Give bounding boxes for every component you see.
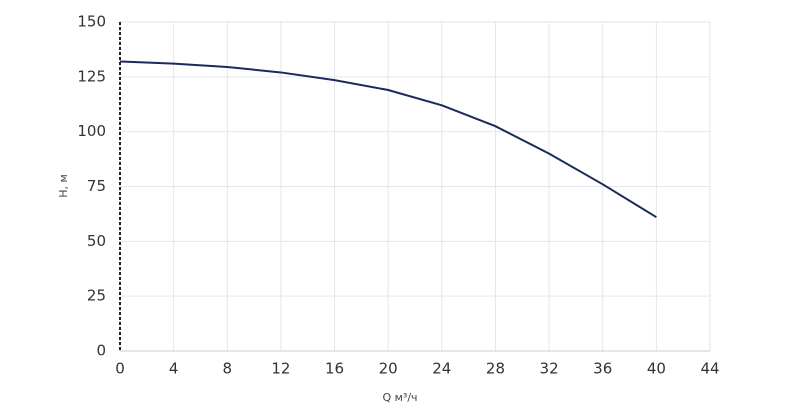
x-tick-label: 24: [432, 360, 451, 378]
y-axis-title: H, м: [57, 174, 70, 198]
y-tick-label: 125: [77, 67, 106, 85]
y-tick-label: 0: [96, 342, 106, 360]
x-tick-label: 4: [169, 360, 179, 378]
y-tick-label: 25: [87, 287, 106, 305]
y-tick-label: 75: [87, 177, 106, 195]
x-tick-label: 32: [540, 360, 559, 378]
x-tick-label: 44: [700, 360, 719, 378]
y-tick-label: 100: [77, 122, 106, 140]
x-tick-label: 40: [647, 360, 666, 378]
x-tick-label: 12: [271, 360, 290, 378]
x-tick-label: 0: [115, 360, 125, 378]
x-tick-label: 28: [486, 360, 505, 378]
x-tick-label: 16: [325, 360, 344, 378]
x-tick-label: 8: [222, 360, 232, 378]
x-tick-label: 36: [593, 360, 612, 378]
y-tick-label: 150: [77, 13, 106, 31]
y-tick-label: 50: [87, 232, 106, 250]
curve: [119, 60, 657, 219]
x-tick-label: 20: [379, 360, 398, 378]
x-axis-title: Q м³/ч: [382, 391, 417, 404]
